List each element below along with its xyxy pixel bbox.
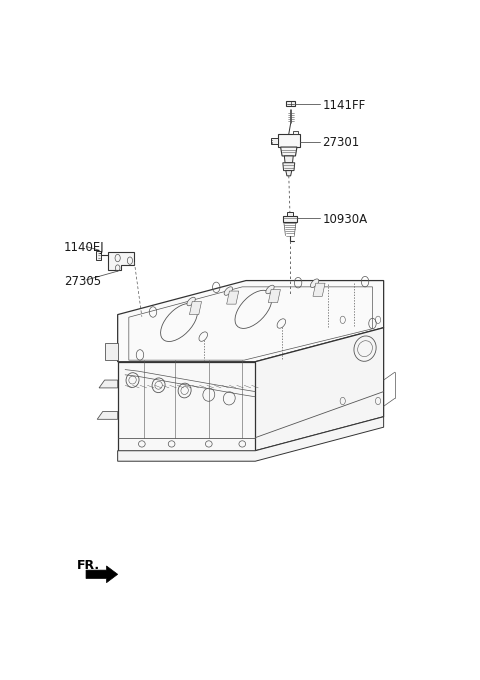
Polygon shape	[287, 212, 293, 216]
Polygon shape	[268, 290, 280, 303]
Polygon shape	[313, 283, 325, 296]
Text: 1141FF: 1141FF	[322, 99, 365, 112]
Ellipse shape	[311, 279, 319, 288]
Text: FR.: FR.	[77, 559, 100, 572]
Polygon shape	[118, 417, 384, 461]
Polygon shape	[284, 156, 293, 163]
Polygon shape	[281, 147, 297, 156]
Polygon shape	[271, 138, 277, 144]
Polygon shape	[108, 252, 134, 270]
Polygon shape	[190, 301, 202, 315]
Polygon shape	[277, 134, 300, 147]
Polygon shape	[283, 216, 297, 222]
Polygon shape	[292, 131, 298, 134]
Polygon shape	[99, 380, 118, 388]
Polygon shape	[118, 281, 384, 362]
Polygon shape	[286, 101, 295, 106]
Ellipse shape	[187, 297, 195, 306]
Polygon shape	[255, 328, 384, 451]
Polygon shape	[118, 362, 255, 451]
Polygon shape	[86, 566, 118, 583]
Text: 27305: 27305	[64, 275, 101, 288]
Polygon shape	[97, 411, 118, 420]
Text: 1140EJ: 1140EJ	[64, 241, 104, 254]
Text: 10930A: 10930A	[322, 213, 367, 226]
Polygon shape	[286, 171, 292, 176]
Polygon shape	[227, 291, 239, 304]
Polygon shape	[96, 251, 101, 260]
Text: 27301: 27301	[322, 137, 360, 150]
Ellipse shape	[224, 287, 232, 295]
Ellipse shape	[266, 285, 274, 294]
Polygon shape	[283, 163, 295, 171]
Polygon shape	[105, 343, 118, 360]
